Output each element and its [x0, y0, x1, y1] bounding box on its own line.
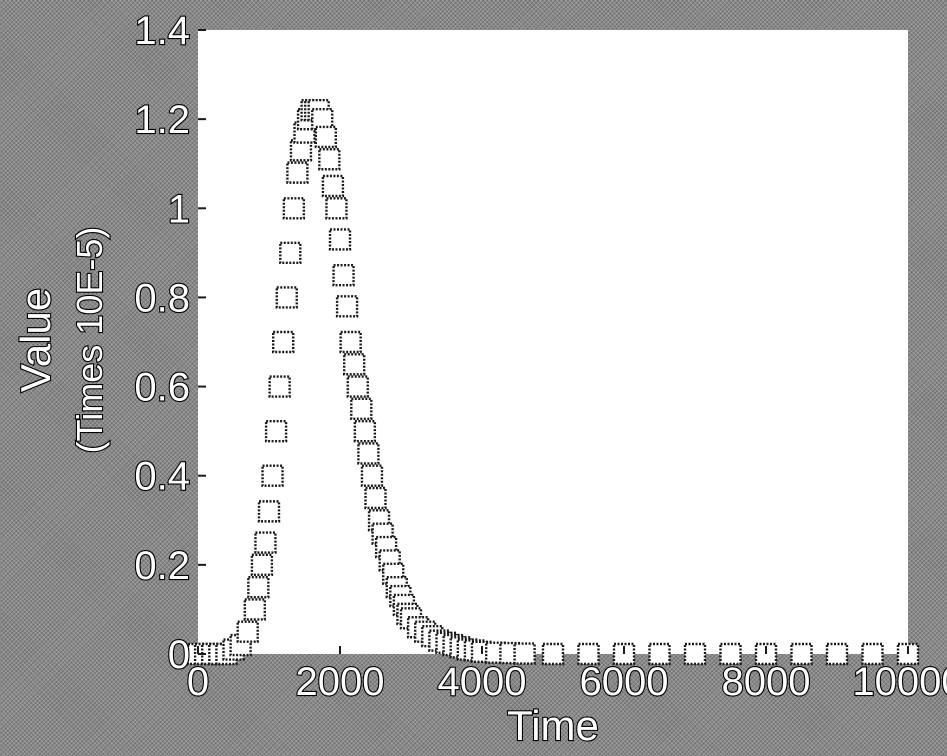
data-point — [541, 642, 565, 666]
data-point — [350, 397, 373, 421]
y-axis-label: Value — [12, 288, 59, 392]
data-point — [272, 330, 295, 354]
x-axis-label: Time — [507, 702, 599, 749]
y-tick-label: 0.2 — [134, 544, 190, 588]
data-point — [360, 464, 384, 487]
data-point — [268, 375, 291, 398]
data-point — [513, 642, 536, 665]
data-point — [275, 286, 298, 309]
data-point — [346, 375, 369, 398]
data-point — [332, 263, 355, 287]
data-point — [683, 642, 707, 666]
y-axis-units-label: (Times 10E-5) — [69, 227, 110, 454]
y-tick-label: 0.4 — [134, 455, 190, 499]
data-point — [314, 125, 337, 149]
data-point — [321, 174, 345, 198]
x-tick-label: 4000 — [438, 660, 527, 704]
data-point — [328, 228, 352, 251]
data-point — [343, 353, 366, 376]
data-point — [250, 553, 274, 577]
y-tick-label: 0 — [168, 633, 190, 677]
data-point — [261, 464, 284, 487]
data-point — [325, 197, 348, 220]
x-tick-label: 8000 — [722, 660, 811, 704]
data-point — [353, 419, 377, 443]
y-tick-labels: 0 0.2 0.4 0.6 0.8 1 1.2 1.4 — [133, 8, 191, 678]
y-tick-label: 1.2 — [134, 98, 190, 142]
data-point — [254, 531, 277, 554]
data-point — [861, 642, 884, 666]
data-point — [335, 295, 359, 318]
y-tick-label: 1 — [168, 187, 190, 231]
data-point — [825, 642, 849, 666]
data-point — [282, 197, 306, 220]
y-tick-label: 0.8 — [134, 276, 190, 320]
data-point — [289, 139, 313, 162]
y-tick-label: 0.6 — [134, 366, 190, 410]
data-point — [311, 107, 334, 131]
tick-marks — [197, 29, 909, 655]
data-point — [318, 148, 341, 171]
data-point — [790, 642, 813, 666]
data-point — [648, 642, 671, 666]
data-point — [257, 500, 281, 523]
data-point — [286, 161, 309, 184]
data-point — [357, 442, 380, 465]
x-tick-label: 2000 — [296, 660, 385, 704]
data-point — [719, 642, 742, 666]
data-point — [247, 575, 270, 599]
data-point — [364, 486, 387, 510]
data-markers — [186, 99, 920, 666]
x-tick-label: 6000 — [580, 660, 669, 704]
data-point — [236, 620, 259, 643]
data-point — [339, 330, 362, 354]
data-point — [264, 419, 288, 443]
data-point — [577, 642, 600, 666]
y-tick-label: 1.4 — [134, 9, 190, 53]
x-tick-label: 0 — [187, 660, 209, 704]
data-point — [243, 598, 267, 621]
data-point — [279, 241, 302, 265]
